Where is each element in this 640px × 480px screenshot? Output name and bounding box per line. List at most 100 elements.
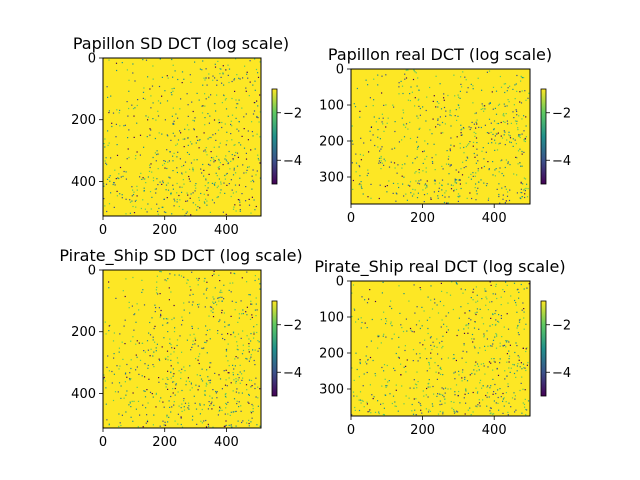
heatmap-cell (419, 342, 421, 344)
heatmap-cell (230, 291, 232, 293)
heatmap-cell (504, 202, 506, 204)
heatmap-cell (484, 290, 486, 292)
heatmap-cell (209, 404, 211, 407)
heatmap-cell (405, 77, 408, 79)
heatmap-cell (474, 364, 476, 367)
heatmap-cell (525, 187, 527, 189)
heatmap-cell (171, 406, 173, 408)
heatmap-cell (475, 112, 477, 114)
heatmap-cell (484, 373, 486, 375)
heatmap-cell (524, 90, 526, 92)
heatmap-cell (207, 423, 209, 425)
heatmap-cell (483, 182, 485, 184)
heatmap-cell (122, 175, 124, 177)
heatmap-cell (190, 214, 192, 216)
heatmap-cell (445, 315, 447, 317)
heatmap-cell (224, 339, 226, 341)
heatmap-cell (433, 191, 435, 193)
heatmap-cell (405, 395, 407, 397)
heatmap-cell (209, 382, 211, 384)
heatmap-cell (197, 139, 199, 141)
heatmap-cell (497, 374, 500, 376)
heatmap-cell (359, 153, 361, 156)
heatmap-cell (194, 402, 196, 404)
heatmap-cell (405, 371, 407, 373)
heatmap-cell (437, 123, 439, 125)
heatmap-cell (472, 88, 474, 90)
heatmap-cell (222, 337, 224, 340)
heatmap-cell (415, 180, 417, 182)
heatmap-cell (514, 120, 517, 122)
heatmap-cell (129, 201, 132, 203)
heatmap-cell (254, 309, 256, 311)
heatmap-cell (236, 74, 238, 76)
heatmap-cell (172, 132, 174, 134)
heatmap-cell (225, 159, 227, 161)
heatmap-cell (434, 183, 436, 185)
heatmap-cell (484, 124, 486, 126)
heatmap-image (351, 281, 530, 416)
heatmap-cell (257, 397, 259, 399)
heatmap-cell (503, 83, 505, 85)
heatmap-cell (110, 95, 112, 97)
heatmap-cell (232, 374, 234, 376)
heatmap-cell (116, 195, 118, 197)
heatmap-cell (233, 398, 236, 400)
heatmap-cell (176, 344, 178, 347)
heatmap-cell (167, 331, 169, 333)
heatmap-cell (111, 122, 113, 124)
heatmap-cell (411, 330, 413, 333)
heatmap-cell (112, 399, 115, 402)
heatmap-cell (171, 58, 173, 61)
heatmap-cell (441, 194, 444, 197)
heatmap-cell (167, 356, 169, 358)
heatmap-cell (385, 336, 387, 338)
heatmap-cell (167, 182, 169, 184)
heatmap-cell (158, 132, 160, 134)
heatmap-cell (106, 163, 108, 166)
heatmap-cell (221, 121, 223, 124)
heatmap-cell (450, 164, 452, 166)
heatmap-cell (520, 382, 522, 384)
heatmap-cell (495, 333, 497, 335)
heatmap-cell (204, 93, 206, 95)
heatmap-cell (356, 395, 358, 397)
heatmap-cell (503, 405, 505, 407)
heatmap-cell (241, 313, 243, 315)
heatmap-cell (403, 124, 405, 126)
heatmap-cell (251, 417, 253, 419)
heatmap-cell (502, 398, 504, 400)
heatmap-cell (236, 128, 238, 130)
heatmap-cell (474, 156, 476, 158)
heatmap-cell (493, 400, 495, 402)
heatmap-cell (459, 142, 461, 145)
heatmap-cell (168, 176, 170, 178)
heatmap-cell (359, 362, 361, 365)
heatmap-cell (189, 294, 191, 296)
heatmap-cell (475, 121, 477, 123)
heatmap-cell (209, 338, 211, 340)
heatmap-cell (515, 83, 517, 85)
heatmap-cell (381, 385, 383, 387)
heatmap-cell (192, 301, 194, 303)
heatmap-cell (416, 384, 418, 386)
heatmap-cell (437, 118, 439, 120)
heatmap-cell (360, 184, 362, 186)
heatmap-cell (232, 208, 235, 210)
heatmap-cell (445, 163, 448, 165)
heatmap-cell (219, 192, 221, 194)
heatmap-cell (181, 368, 183, 370)
heatmap-cell (116, 154, 119, 156)
heatmap-cell (133, 191, 135, 193)
heatmap-cell (192, 293, 194, 295)
heatmap-cell (485, 296, 487, 298)
heatmap-cell (199, 207, 201, 209)
heatmap-cell (231, 114, 234, 116)
heatmap-cell (212, 301, 214, 303)
heatmap-cell (524, 178, 527, 180)
heatmap-cell (173, 373, 175, 375)
heatmap-cell (197, 284, 199, 286)
heatmap-cell (378, 197, 380, 200)
heatmap-cell (389, 305, 391, 307)
heatmap-cell (450, 188, 453, 190)
